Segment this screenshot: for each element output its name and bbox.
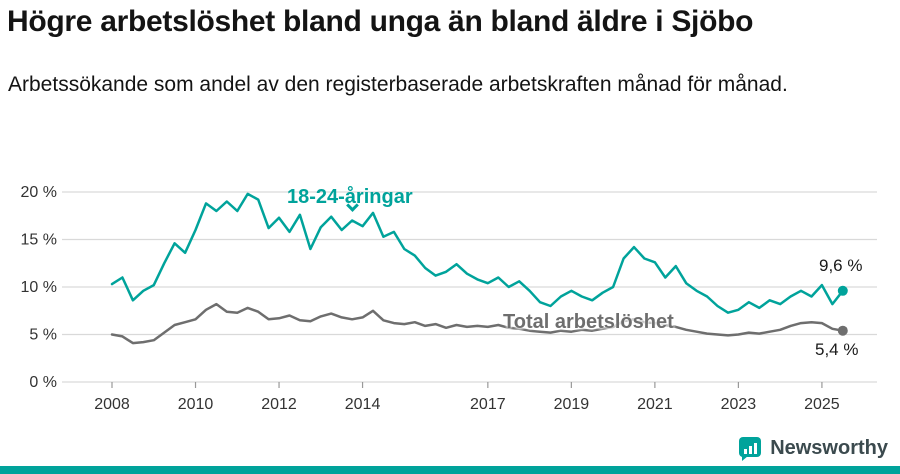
x-axis-label: 2008 bbox=[94, 396, 130, 413]
y-axis-label: 10 % bbox=[21, 279, 57, 296]
page-subtitle: Arbetssökande som andel av den registerb… bbox=[8, 73, 788, 96]
series-label-youth: 18-24-åringar bbox=[287, 186, 413, 208]
x-axis-label: 2012 bbox=[261, 396, 297, 413]
x-axis-label: 2021 bbox=[637, 396, 673, 413]
branding-footer: Newsworthy bbox=[737, 435, 888, 461]
accent-bottom-bar bbox=[0, 466, 900, 474]
x-axis-label: 2014 bbox=[345, 396, 381, 413]
y-axis-label: 0 % bbox=[29, 374, 57, 391]
series-end-dot-1 bbox=[837, 325, 848, 336]
page-title: Högre arbetslöshet bland unga än bland ä… bbox=[7, 5, 754, 38]
x-axis-label: 2023 bbox=[721, 396, 757, 413]
series-end-dot-0 bbox=[837, 285, 848, 296]
series-line-0 bbox=[110, 192, 845, 314]
x-axis-label: 2025 bbox=[804, 396, 840, 413]
branding-name: Newsworthy bbox=[770, 436, 888, 459]
line-chart: 0 % 5 % 10 % 15 % 20 % 2008 2010 2012 2014 2017 20… bbox=[21, 184, 877, 413]
end-value-youth: 9,6 % bbox=[819, 256, 863, 275]
end-value-total: 5,4 % bbox=[815, 340, 859, 359]
series-label-total: Total arbetslöshet bbox=[503, 311, 674, 333]
x-axis-label: 2017 bbox=[470, 396, 506, 413]
x-axis-label: 2019 bbox=[554, 396, 590, 413]
newsworthy-logo-icon bbox=[739, 437, 762, 461]
y-axis-label: 20 % bbox=[21, 184, 57, 201]
series-line-1 bbox=[110, 302, 845, 345]
y-axis-label: 15 % bbox=[21, 232, 57, 249]
x-axis-label: 2010 bbox=[178, 396, 214, 413]
y-axis-label: 5 % bbox=[29, 327, 57, 344]
